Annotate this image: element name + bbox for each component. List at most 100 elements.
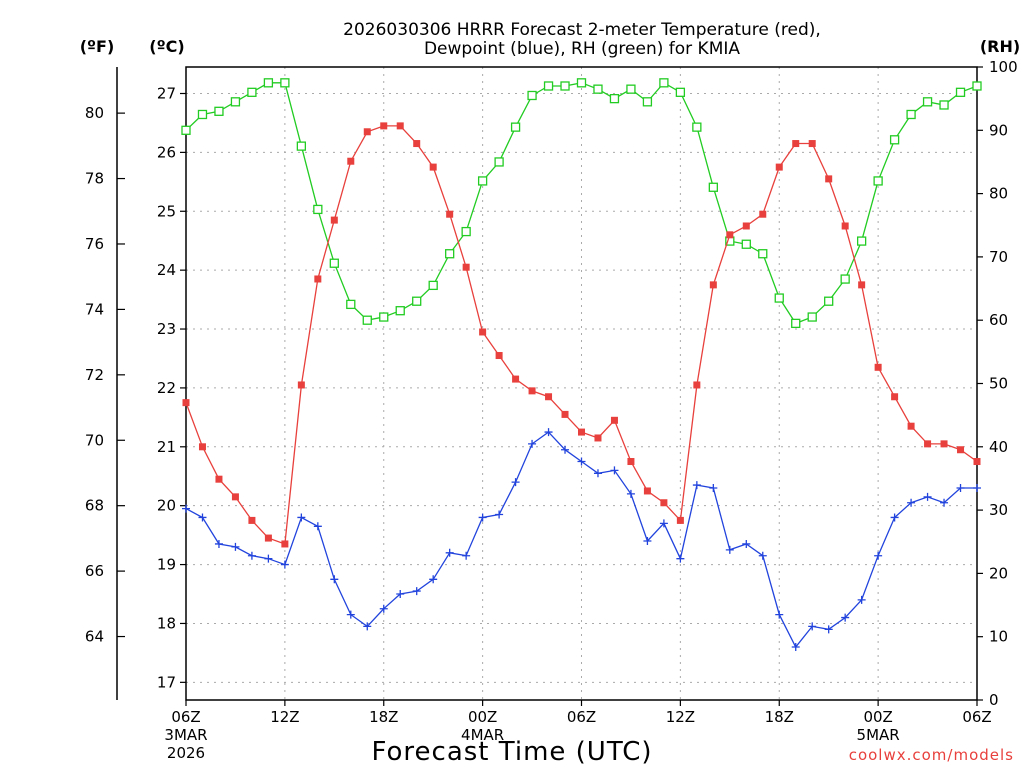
- rh-point: [889, 135, 900, 145]
- fahrenheit-tick-label: 80: [85, 104, 104, 122]
- celsius-tick-label: 26: [157, 143, 176, 161]
- rh-point: [642, 97, 653, 107]
- fahrenheit-tick-label: 74: [85, 300, 104, 318]
- dewpoint-point: [577, 457, 586, 466]
- temperature-point: [808, 140, 816, 148]
- rh-point: [692, 122, 702, 132]
- temperature-point: [363, 128, 371, 136]
- dewpoint-point: [478, 513, 487, 522]
- dewpoint-point: [709, 484, 718, 493]
- rh-tick-label: 0: [989, 691, 999, 709]
- x-axis-label: Forecast Time (UTC): [371, 737, 652, 767]
- temperature-point: [726, 231, 734, 239]
- dewpoint-point: [742, 539, 751, 548]
- credit-text: coolwx.com/models: [849, 746, 1014, 764]
- rh-series: [181, 78, 982, 329]
- dewpoint-point: [445, 548, 454, 557]
- rh-point: [560, 81, 570, 91]
- temperature-point: [891, 393, 899, 401]
- rh-tick-label: 60: [989, 311, 1008, 329]
- rh-point: [906, 109, 916, 120]
- dewpoint-point: [330, 575, 339, 584]
- dewpoint-point: [264, 554, 273, 563]
- dewpoint-point: [247, 551, 256, 560]
- rh-tick-label: 40: [989, 438, 1008, 456]
- dewpoint-point: [824, 625, 833, 634]
- temperature-point: [182, 399, 190, 407]
- dewpoint-point: [692, 481, 701, 490]
- temperature-point: [676, 516, 684, 524]
- time-tick-label: 12Z: [270, 708, 299, 726]
- fahrenheit-tick-label: 70: [85, 431, 104, 449]
- temperature-point: [561, 410, 569, 418]
- rh-point: [510, 122, 521, 132]
- fahrenheit-tick-label: 76: [85, 235, 104, 253]
- rh-point: [230, 97, 241, 107]
- rh-tick-label: 90: [989, 121, 1008, 139]
- temperature-point: [940, 440, 948, 448]
- dewpoint-point: [857, 595, 866, 604]
- fahrenheit-tick-label: 64: [85, 628, 104, 646]
- dewpoint-point: [626, 489, 635, 498]
- temperature-point: [198, 443, 206, 451]
- rh-point: [445, 249, 455, 259]
- temperature-point: [792, 140, 800, 148]
- rh-point: [346, 299, 356, 310]
- temperature-point: [858, 281, 866, 289]
- celsius-axis: 17 18 19 20 21 22 23 24 25 26 27: [157, 84, 186, 691]
- rh-tick-label: 10: [989, 628, 1008, 646]
- plot-frame: [185, 66, 978, 701]
- temperature-point: [825, 175, 833, 183]
- dewpoint-point: [412, 587, 421, 596]
- celsius-tick-label: 22: [157, 379, 176, 397]
- rh-tick-label: 100: [989, 58, 1018, 76]
- time-tick-label: 18Z: [765, 708, 794, 726]
- dewpoint-point: [940, 498, 949, 507]
- temperature-point: [545, 393, 553, 401]
- dewpoint-point: [379, 604, 388, 613]
- rh-point: [922, 97, 933, 107]
- rh-point: [197, 109, 208, 120]
- year-label: 2026: [167, 744, 205, 762]
- rh-tick-label: 50: [989, 375, 1008, 393]
- dewpoint-point: [676, 554, 685, 563]
- dewpoint-point: [429, 575, 438, 584]
- temperature-point: [759, 210, 767, 218]
- dewpoint-point: [725, 545, 734, 554]
- temperature-point: [709, 281, 717, 289]
- temperature-point: [528, 387, 536, 395]
- rh-point: [675, 87, 686, 97]
- dewpoint-point: [313, 522, 322, 531]
- rh-point: [659, 78, 669, 88]
- rh-point: [791, 318, 801, 329]
- temperature-point: [281, 540, 289, 548]
- temperature-point: [446, 210, 454, 218]
- dewpoint-point: [808, 622, 817, 631]
- dewpoint-point: [198, 513, 207, 522]
- rh-point: [181, 125, 191, 135]
- rh-point: [593, 84, 603, 94]
- fahrenheit-tick-label: 72: [85, 366, 104, 384]
- dewpoint-point: [363, 622, 372, 631]
- dewpoint-point: [396, 590, 405, 599]
- dewpoint-point: [659, 519, 668, 528]
- rh-point: [313, 204, 323, 215]
- temperature-point: [957, 446, 965, 454]
- date-label: 5MAR: [857, 726, 900, 744]
- temperature-point: [429, 163, 437, 171]
- temperature-point: [742, 222, 750, 230]
- temperature-point: [907, 422, 915, 430]
- temperature-point: [314, 275, 322, 283]
- dewpoint-point: [923, 492, 932, 501]
- date-label: 4MAR: [461, 726, 504, 744]
- dewpoint-point: [346, 610, 355, 619]
- temperature-point: [330, 216, 338, 224]
- temperature-point: [973, 458, 981, 466]
- rh-point: [247, 87, 257, 97]
- celsius-axis-unit: (ºC): [149, 37, 184, 56]
- rh-point: [840, 274, 850, 284]
- time-tick-label: 06Z: [171, 708, 200, 726]
- dewpoint-point: [593, 469, 602, 478]
- dewpoint-point: [758, 551, 767, 560]
- temperature-point: [660, 499, 668, 507]
